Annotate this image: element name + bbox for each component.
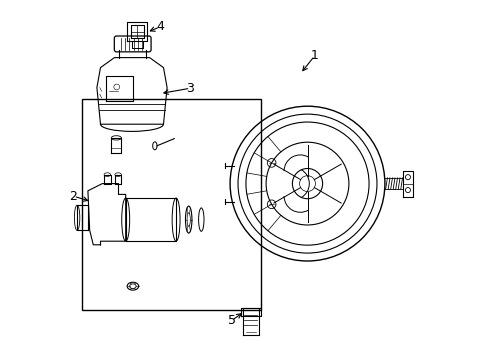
Text: 4: 4 [156, 21, 163, 33]
Text: 1: 1 [310, 49, 318, 62]
Text: 2: 2 [69, 190, 77, 203]
Text: 3: 3 [186, 82, 194, 95]
Text: 5: 5 [227, 314, 235, 327]
Bar [82, 99, 260, 310]
